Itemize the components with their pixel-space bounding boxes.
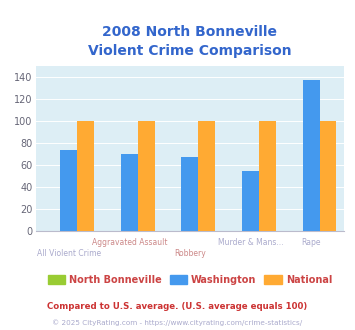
Text: Aggravated Assault: Aggravated Assault <box>92 238 167 247</box>
Bar <box>77 121 94 231</box>
Title: 2008 North Bonneville
Violent Crime Comparison: 2008 North Bonneville Violent Crime Comp… <box>88 25 292 58</box>
Bar <box>320 121 337 231</box>
Text: Murder & Mans...: Murder & Mans... <box>218 238 283 247</box>
Bar <box>60 149 77 231</box>
Bar <box>302 80 320 231</box>
Text: All Violent Crime: All Violent Crime <box>37 249 101 258</box>
Text: © 2025 CityRating.com - https://www.cityrating.com/crime-statistics/: © 2025 CityRating.com - https://www.city… <box>53 319 302 326</box>
Bar <box>198 121 215 231</box>
Bar <box>121 154 138 231</box>
Legend: North Bonneville, Washington, National: North Bonneville, Washington, National <box>44 271 336 289</box>
Bar <box>242 171 259 231</box>
Bar <box>181 157 198 231</box>
Text: Compared to U.S. average. (U.S. average equals 100): Compared to U.S. average. (U.S. average … <box>47 302 308 311</box>
Bar <box>259 121 276 231</box>
Text: Robbery: Robbery <box>174 249 206 258</box>
Text: Rape: Rape <box>301 238 321 247</box>
Bar <box>138 121 155 231</box>
